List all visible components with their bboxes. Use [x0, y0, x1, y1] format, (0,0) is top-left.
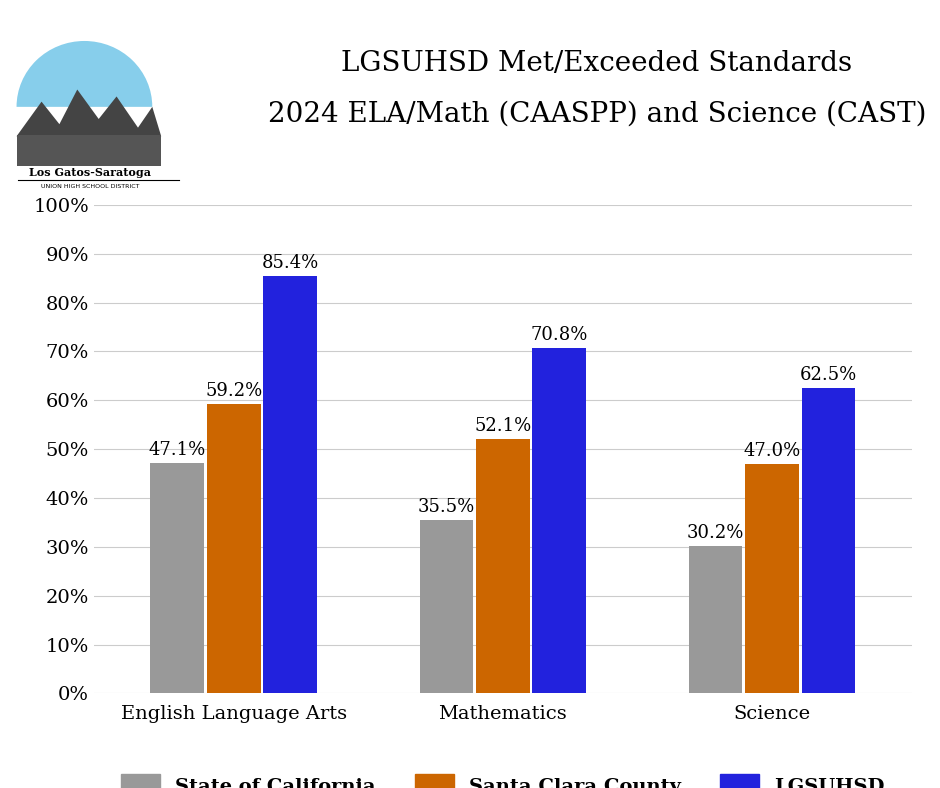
Text: LGSUHSD Met/Exceeded Standards: LGSUHSD Met/Exceeded Standards [341, 50, 853, 76]
Text: 30.2%: 30.2% [687, 524, 744, 542]
Bar [476, 439, 530, 693]
Text: 59.2%: 59.2% [205, 382, 262, 400]
Bar [207, 404, 260, 693]
Text: Los Gatos-Saratoga: Los Gatos-Saratoga [29, 167, 150, 178]
Text: 85.4%: 85.4% [261, 255, 319, 273]
Text: 52.1%: 52.1% [475, 417, 531, 435]
Bar [802, 388, 855, 693]
Text: 62.5%: 62.5% [800, 366, 857, 385]
Bar [150, 463, 204, 693]
Text: UNION HIGH SCHOOL DISTRICT: UNION HIGH SCHOOL DISTRICT [40, 184, 139, 189]
Text: 70.8%: 70.8% [531, 325, 588, 344]
Legend: State of California, Santa Clara County, LGSUHSD: State of California, Santa Clara County,… [113, 767, 893, 788]
Bar [532, 348, 587, 693]
Text: 35.5%: 35.5% [417, 498, 475, 516]
Bar [419, 520, 474, 693]
Bar [263, 277, 318, 693]
Text: 47.1%: 47.1% [149, 441, 206, 459]
Polygon shape [17, 90, 162, 136]
Bar [745, 464, 799, 693]
Text: 47.0%: 47.0% [744, 442, 801, 460]
Bar [688, 546, 743, 693]
Text: 2024 ELA/Math (CAASPP) and Science (CAST): 2024 ELA/Math (CAASPP) and Science (CAST… [268, 101, 926, 128]
Wedge shape [17, 41, 152, 107]
Bar [17, 135, 162, 165]
